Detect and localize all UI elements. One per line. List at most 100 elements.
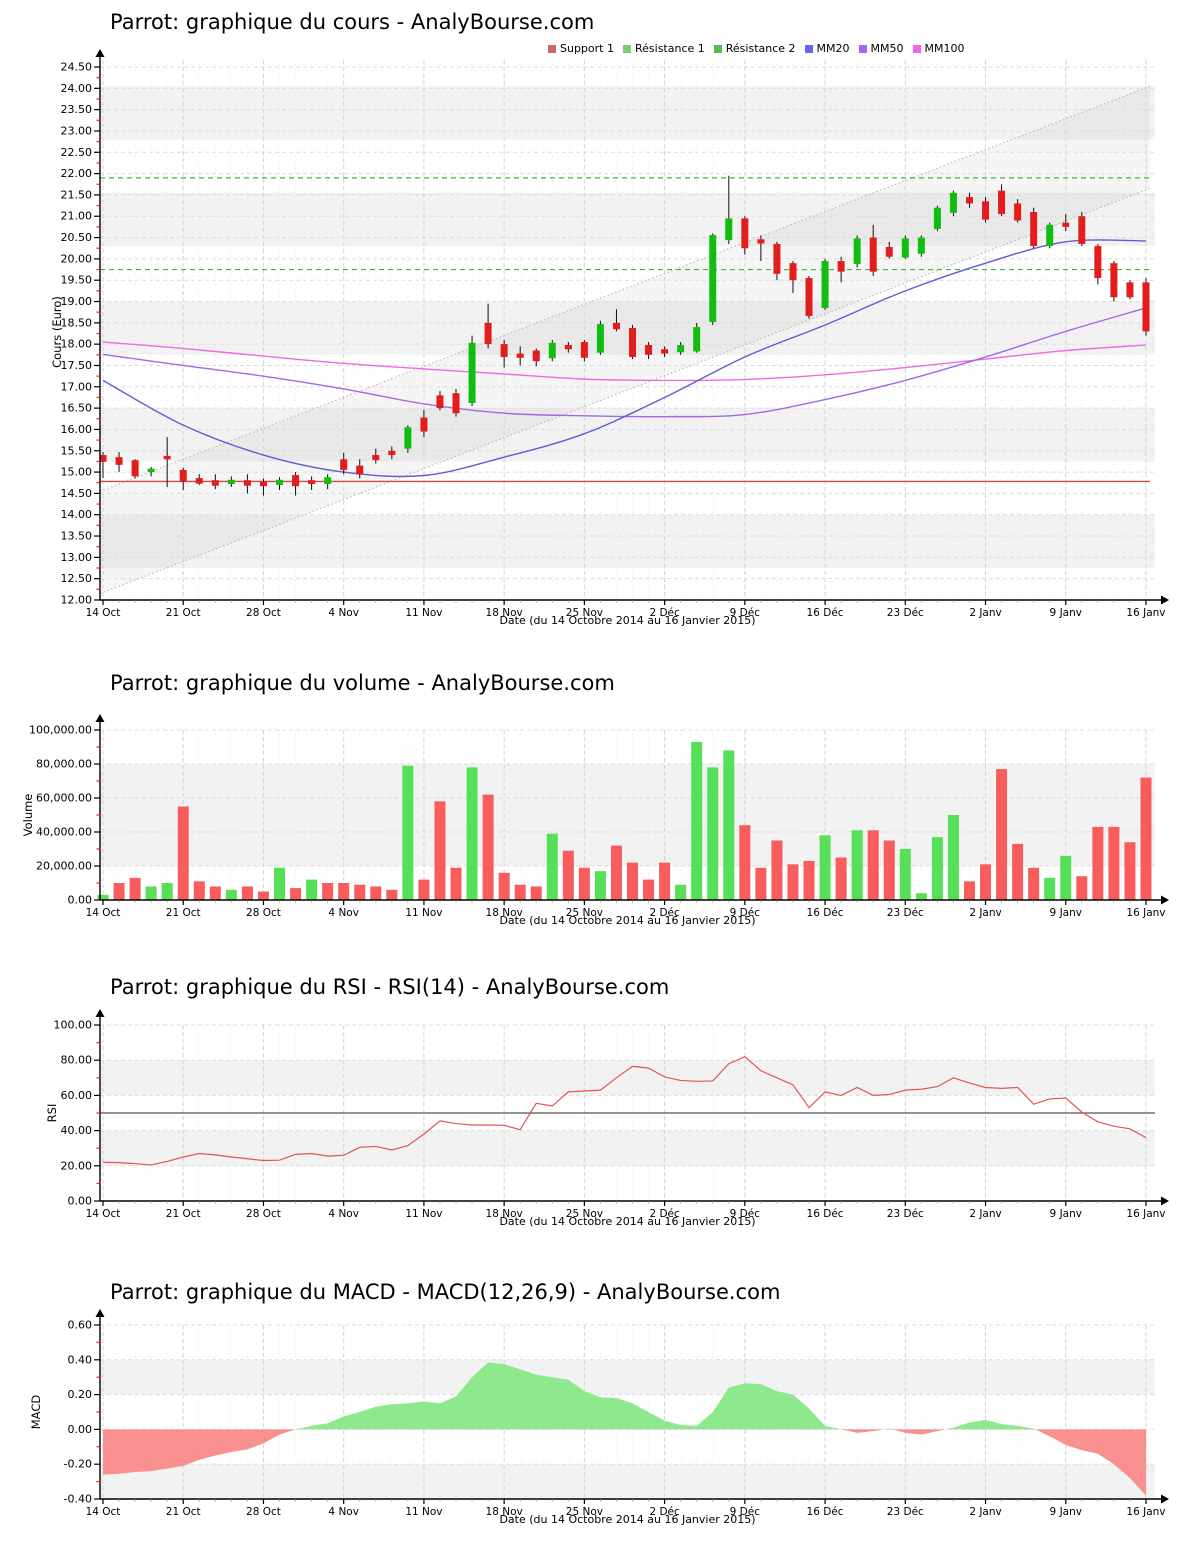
- svg-text:14 Oct: 14 Oct: [86, 607, 121, 619]
- svg-text:11 Nov: 11 Nov: [405, 607, 442, 619]
- svg-text:21 Oct: 21 Oct: [166, 907, 201, 919]
- svg-text:0.40: 0.40: [68, 1353, 93, 1366]
- svg-text:9 Déc: 9 Déc: [730, 1506, 761, 1518]
- svg-text:9 Janv: 9 Janv: [1050, 607, 1082, 619]
- svg-text:17.00: 17.00: [61, 380, 93, 393]
- price-y-axis-label: Cours (Euro): [50, 296, 64, 368]
- volume-x-axis-label: Date (du 14 Octobre 2014 au 16 Janvier 2…: [499, 914, 756, 927]
- svg-text:60,000.00: 60,000.00: [36, 792, 92, 805]
- svg-text:14 Oct: 14 Oct: [86, 1208, 121, 1220]
- svg-text:11 Nov: 11 Nov: [405, 1506, 442, 1518]
- svg-text:2 Janv: 2 Janv: [969, 607, 1001, 619]
- svg-text:18 Nov: 18 Nov: [486, 907, 523, 919]
- svg-text:18 Nov: 18 Nov: [486, 1208, 523, 1220]
- svg-text:25 Nov: 25 Nov: [566, 1506, 603, 1518]
- svg-text:4 Nov: 4 Nov: [328, 907, 359, 919]
- svg-text:0.00: 0.00: [68, 1423, 93, 1436]
- svg-text:-0.20: -0.20: [64, 1458, 92, 1471]
- rsi-x-axis-label: Date (du 14 Octobre 2014 au 16 Janvier 2…: [499, 1215, 756, 1228]
- svg-text:2 Janv: 2 Janv: [969, 1506, 1001, 1518]
- price-chart-legend: Support 1 Résistance 1 Résistance 2 MM20 MM5…: [548, 42, 974, 55]
- macd-x-axis-label: Date (du 14 Octobre 2014 au 16 Janvier 2…: [499, 1513, 756, 1526]
- svg-text:19.50: 19.50: [61, 274, 93, 287]
- svg-text:28 Oct: 28 Oct: [246, 1506, 281, 1518]
- svg-text:23.00: 23.00: [61, 124, 93, 137]
- svg-text:28 Oct: 28 Oct: [246, 907, 281, 919]
- svg-text:18.00: 18.00: [61, 338, 93, 351]
- svg-text:20.50: 20.50: [61, 231, 93, 244]
- svg-text:16.50: 16.50: [61, 402, 93, 415]
- svg-text:2 Déc: 2 Déc: [649, 1208, 680, 1220]
- svg-text:19.00: 19.00: [61, 295, 93, 308]
- legend-swatch-icon: [713, 45, 722, 53]
- svg-text:20.00: 20.00: [61, 1159, 93, 1172]
- svg-text:-0.40: -0.40: [64, 1493, 92, 1506]
- svg-text:14.50: 14.50: [61, 487, 93, 500]
- svg-text:0.00: 0.00: [68, 894, 93, 907]
- svg-text:80,000.00: 80,000.00: [36, 758, 92, 771]
- legend-item-2: Résistance 2: [713, 42, 796, 55]
- svg-text:0.60: 0.60: [68, 1319, 93, 1332]
- svg-text:16 Janv: 16 Janv: [1126, 1506, 1165, 1518]
- svg-text:28 Oct: 28 Oct: [246, 1208, 281, 1220]
- svg-text:21 Oct: 21 Oct: [166, 607, 201, 619]
- svg-text:21.50: 21.50: [61, 188, 93, 201]
- legend-item-3: MM20: [804, 42, 850, 55]
- macd-y-axis-label: MACD: [29, 1394, 43, 1430]
- svg-text:9 Déc: 9 Déc: [730, 607, 761, 619]
- svg-text:16 Janv: 16 Janv: [1126, 907, 1165, 919]
- svg-text:22.50: 22.50: [61, 146, 93, 159]
- legend-item-1: Résistance 1: [622, 42, 705, 55]
- rsi-y-axis-label: RSI: [45, 1103, 59, 1123]
- price-chart-title: Parrot: graphique du cours - AnalyBourse…: [110, 10, 595, 34]
- svg-text:23 Déc: 23 Déc: [887, 907, 924, 919]
- svg-text:23 Déc: 23 Déc: [887, 1506, 924, 1518]
- svg-text:28 Oct: 28 Oct: [246, 607, 281, 619]
- svg-text:14 Oct: 14 Oct: [86, 907, 121, 919]
- svg-text:25 Nov: 25 Nov: [566, 607, 603, 619]
- svg-text:9 Janv: 9 Janv: [1050, 1506, 1082, 1518]
- price-x-axis-label: Date (du 14 Octobre 2014 au 16 Janvier 2…: [499, 614, 756, 627]
- svg-text:11 Nov: 11 Nov: [405, 907, 442, 919]
- svg-text:0.20: 0.20: [68, 1388, 93, 1401]
- legend-swatch-icon: [912, 45, 921, 53]
- svg-text:25 Nov: 25 Nov: [566, 907, 603, 919]
- svg-text:100,000.00: 100,000.00: [29, 724, 92, 737]
- svg-text:18 Nov: 18 Nov: [486, 607, 523, 619]
- svg-text:14.00: 14.00: [61, 508, 93, 521]
- svg-text:9 Déc: 9 Déc: [730, 907, 761, 919]
- svg-text:16 Déc: 16 Déc: [807, 607, 844, 619]
- legend-item-0: Support 1: [548, 42, 614, 55]
- svg-text:18.50: 18.50: [61, 316, 93, 329]
- svg-text:100.00: 100.00: [54, 1019, 93, 1032]
- svg-text:14 Oct: 14 Oct: [86, 1506, 121, 1518]
- svg-text:23.50: 23.50: [61, 103, 93, 116]
- svg-text:16 Déc: 16 Déc: [807, 1208, 844, 1220]
- legend-item-4: MM50: [858, 42, 904, 55]
- svg-text:16 Déc: 16 Déc: [807, 1506, 844, 1518]
- svg-text:2 Déc: 2 Déc: [649, 1506, 680, 1518]
- svg-text:9 Janv: 9 Janv: [1050, 1208, 1082, 1220]
- svg-text:18 Nov: 18 Nov: [486, 1506, 523, 1518]
- svg-text:21.00: 21.00: [61, 210, 93, 223]
- svg-text:40.00: 40.00: [61, 1124, 93, 1137]
- svg-text:16 Déc: 16 Déc: [807, 907, 844, 919]
- svg-text:16.00: 16.00: [61, 423, 93, 436]
- svg-text:24.00: 24.00: [61, 82, 93, 95]
- svg-text:60.00: 60.00: [61, 1089, 93, 1102]
- svg-text:2 Déc: 2 Déc: [649, 607, 680, 619]
- svg-text:2 Janv: 2 Janv: [969, 907, 1001, 919]
- svg-text:25 Nov: 25 Nov: [566, 1208, 603, 1220]
- svg-text:4 Nov: 4 Nov: [328, 1506, 359, 1518]
- legend-item-5: MM100: [912, 42, 965, 55]
- volume-y-axis-label: Volume: [21, 793, 35, 837]
- legend-swatch-icon: [804, 45, 813, 53]
- svg-text:0.00: 0.00: [68, 1195, 93, 1208]
- svg-text:17.50: 17.50: [61, 359, 93, 372]
- svg-text:12.50: 12.50: [61, 572, 93, 585]
- svg-text:23 Déc: 23 Déc: [887, 1208, 924, 1220]
- svg-text:16 Janv: 16 Janv: [1126, 607, 1165, 619]
- svg-text:15.50: 15.50: [61, 444, 93, 457]
- svg-text:80.00: 80.00: [61, 1054, 93, 1067]
